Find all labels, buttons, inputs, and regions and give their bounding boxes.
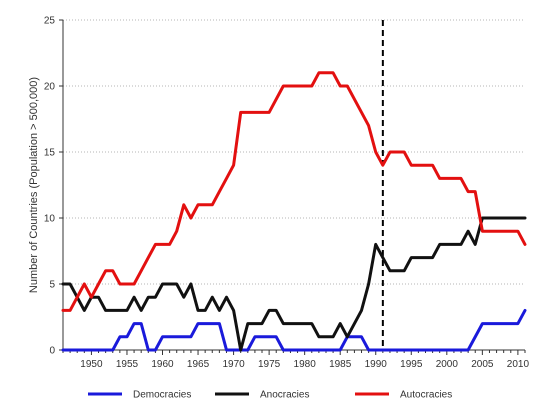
legend-label-anocracies: Anocracies: [260, 390, 309, 401]
x-tick-label-1995: 1995: [400, 359, 423, 370]
legend: Democracies Anocracies Autocracies: [88, 390, 452, 401]
y-axis-title: Number of Countries (Population > 500,00…: [28, 77, 40, 293]
x-tick-label-1960: 1960: [151, 359, 174, 370]
series-line-anocracies: [61, 216, 527, 352]
x-tick-label-1980: 1980: [294, 359, 317, 370]
x-tick-label-2000: 2000: [436, 359, 459, 370]
x-tick-label-1970: 1970: [222, 359, 245, 370]
y-tick-labels: 0 5 10 15 20 25: [44, 16, 56, 357]
series-line-democracies: [61, 308, 527, 352]
y-tick-label-5: 5: [49, 280, 55, 291]
y-tick-label-0: 0: [49, 346, 55, 357]
x-tick-label-1990: 1990: [365, 359, 388, 370]
y-tick-label-25: 25: [44, 16, 56, 27]
series-line-autocracies: [61, 71, 527, 312]
legend-label-democracies: Democracies: [133, 390, 191, 401]
y-tick-label-20: 20: [44, 82, 56, 93]
x-tick-labels: 1950 1955 1960 1965 1970 1975 1980 1985 1990 1995…: [80, 359, 529, 370]
x-tick-label-1950: 1950: [80, 359, 103, 370]
series-lines: [61, 71, 527, 352]
x-tick-label-2010: 2010: [507, 359, 530, 370]
x-tick-label-1975: 1975: [258, 359, 281, 370]
x-tick-label-2005: 2005: [471, 359, 494, 370]
legend-label-autocracies: Autocracies: [400, 390, 452, 401]
x-tick-label-1965: 1965: [187, 359, 210, 370]
x-tick-label-1985: 1985: [329, 359, 352, 370]
y-tick-label-10: 10: [44, 214, 56, 225]
x-tick-label-1955: 1955: [116, 359, 139, 370]
y-tick-label-15: 15: [44, 148, 56, 159]
